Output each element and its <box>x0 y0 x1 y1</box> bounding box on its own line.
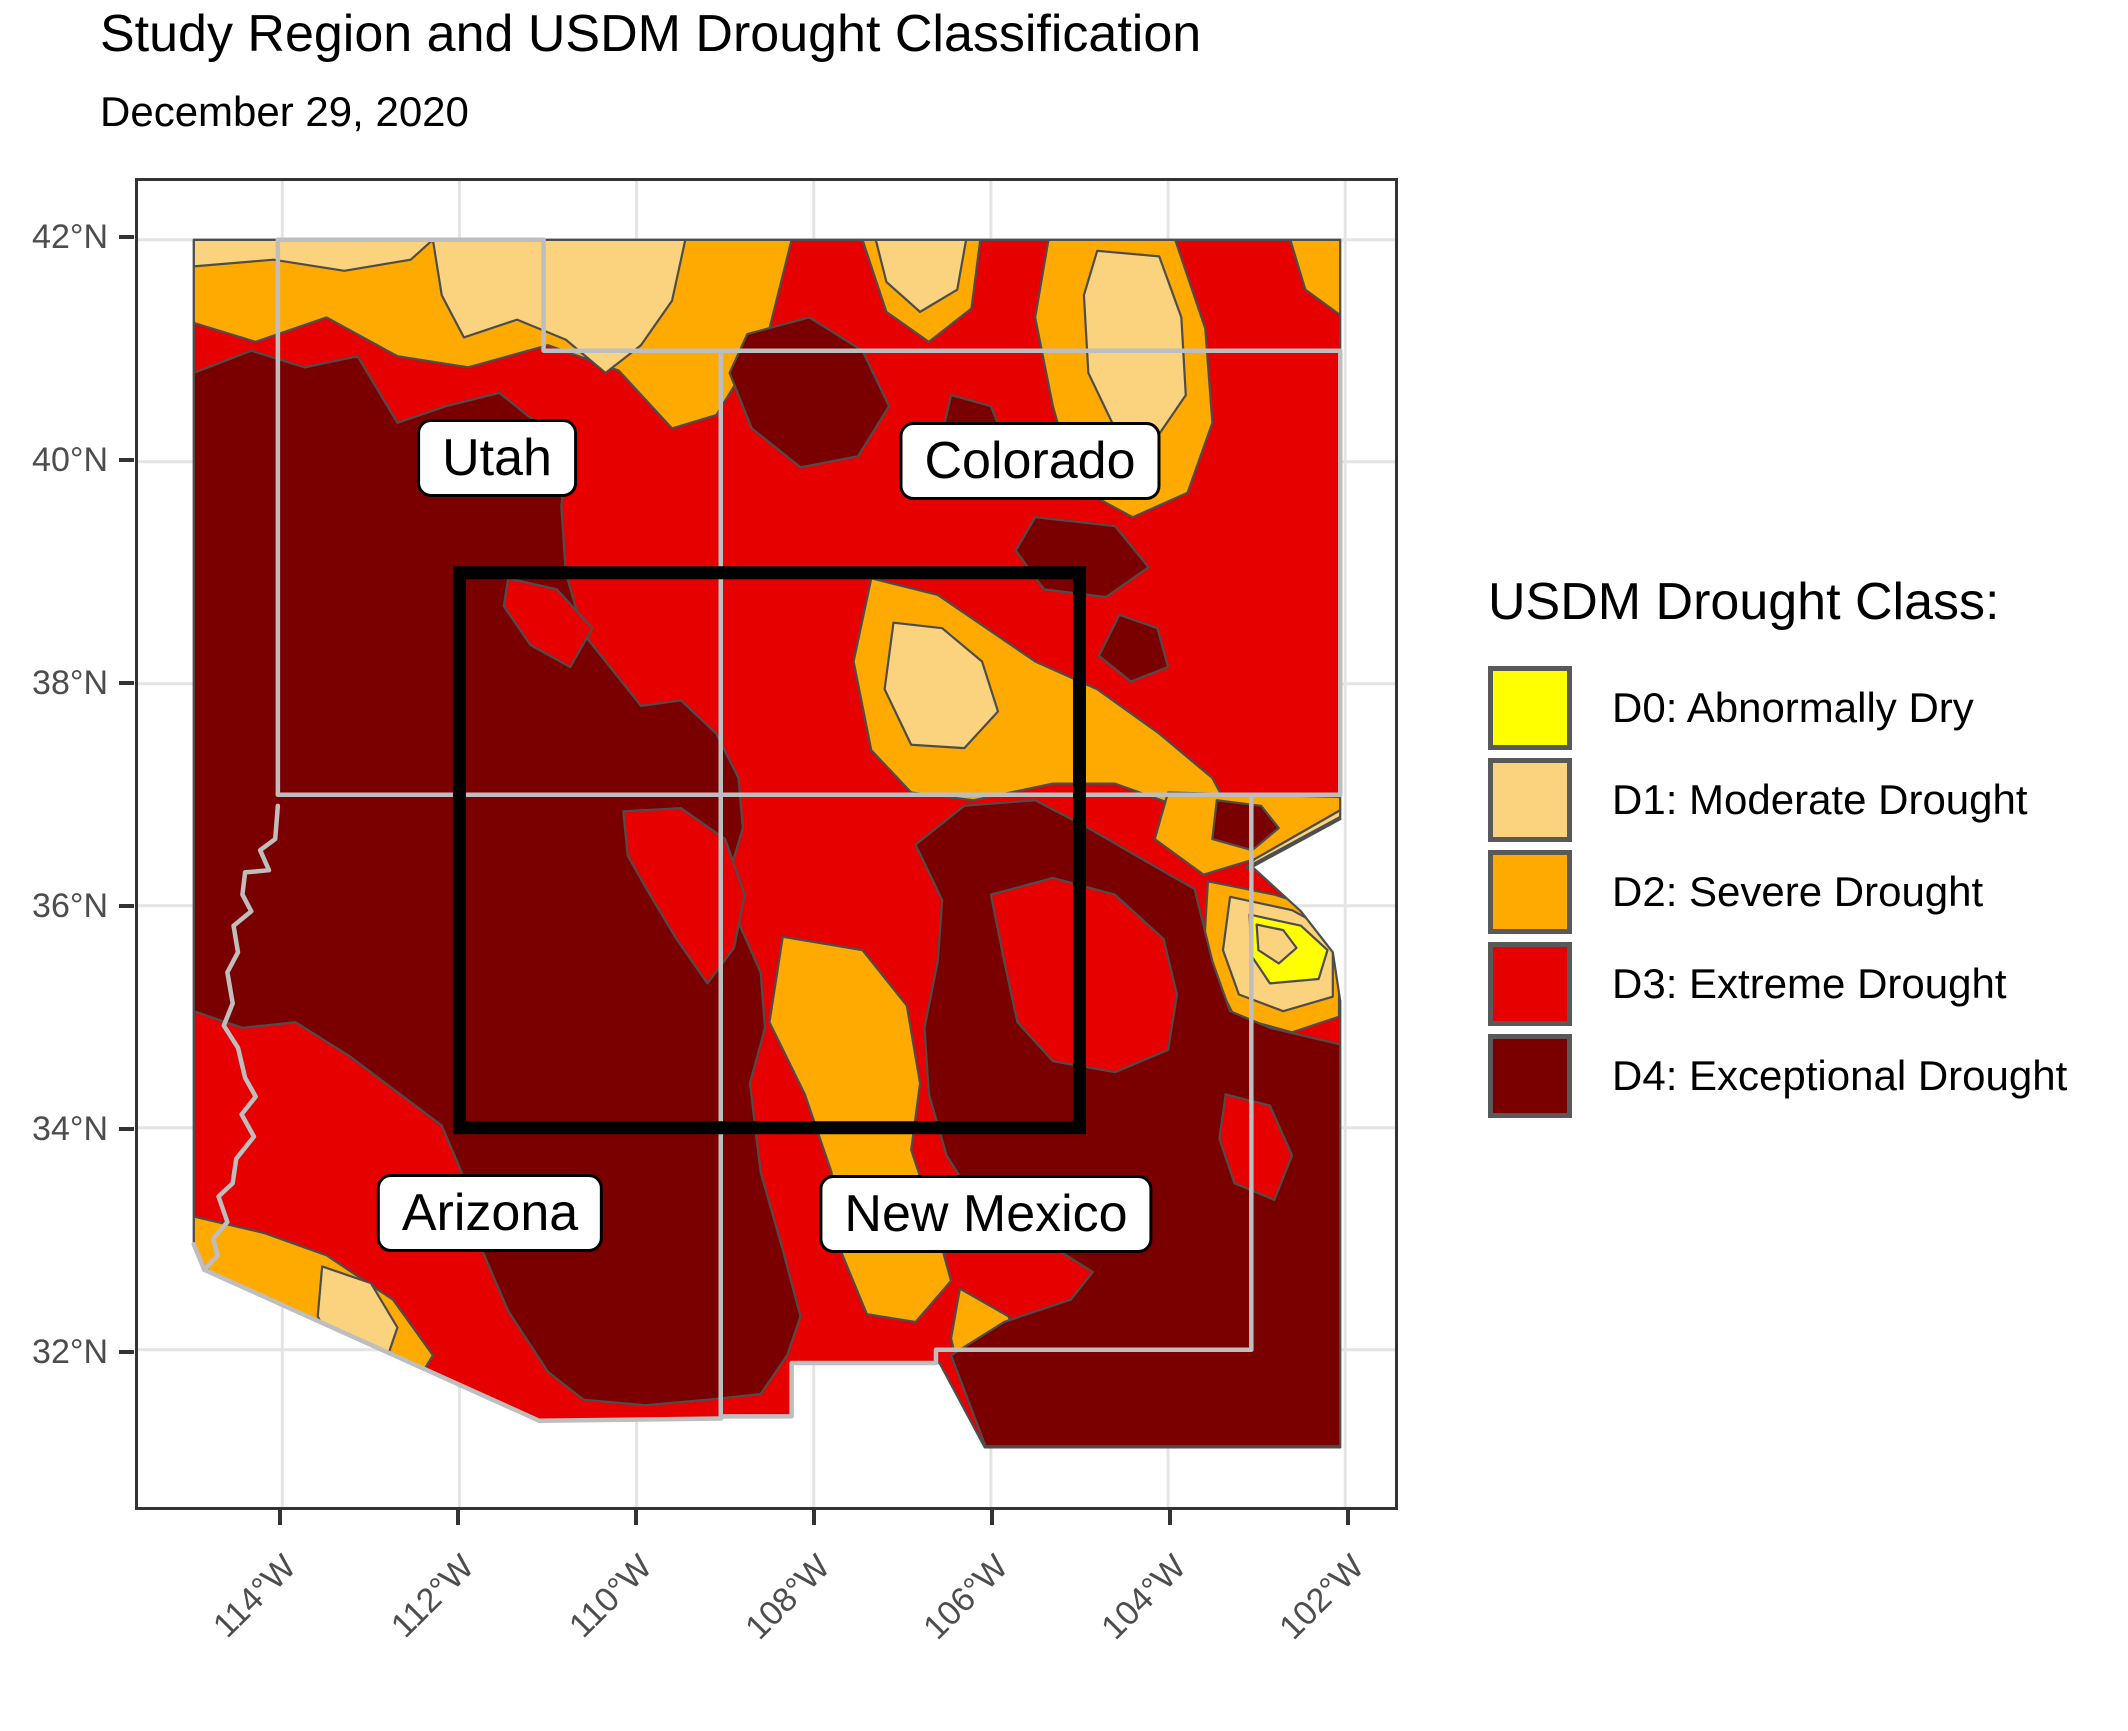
legend-title: USDM Drought Class: <box>1488 573 2000 631</box>
state-border <box>194 1244 721 1420</box>
y-tick-label: 32°N <box>32 1333 108 1371</box>
y-tick-mark <box>119 1350 134 1354</box>
study-region-box <box>459 573 1079 1128</box>
drought-map <box>138 181 1395 1507</box>
state-label-arizona: Arizona <box>376 1174 604 1252</box>
legend-row-d4: D4: Exceptional Drought <box>1488 1034 2067 1118</box>
state-label-utah: Utah <box>417 419 577 497</box>
figure-root: { "title": "Study Region and USDM Drough… <box>32 5 2068 1647</box>
state-border <box>278 240 1340 351</box>
y-tick-mark <box>119 1127 134 1131</box>
legend-label-d0: D0: Abnormally Dry <box>1612 684 1974 731</box>
state-border <box>721 1350 1252 1417</box>
x-tick-mark <box>990 1510 994 1525</box>
x-tick-label: 102°W <box>1272 1547 1372 1647</box>
legend-swatch-d3 <box>1488 942 1572 1026</box>
y-tick-mark <box>119 458 134 462</box>
legend-label-d4: D4: Exceptional Drought <box>1612 1052 2068 1099</box>
x-tick-label: 106°W <box>916 1547 1016 1647</box>
drought-region-d1-san-luis <box>885 623 998 748</box>
drought-region-d4-co-blob-2 <box>1099 615 1168 682</box>
x-tick-mark <box>812 1510 816 1525</box>
drought-region-d1-inner-lobe <box>1257 925 1297 964</box>
legend: USDM Drought Class: D0: Abnormally Dry D… <box>1488 572 2067 1126</box>
map-panel <box>135 178 1398 1510</box>
legend-swatch-d2 <box>1488 850 1572 934</box>
x-tick-mark <box>1168 1510 1172 1525</box>
x-tick-label: 114°W <box>205 1547 304 1646</box>
drought-region-d1-top-mid <box>876 239 966 312</box>
legend-row-d3: D3: Extreme Drought <box>1488 942 2067 1026</box>
x-tick-mark <box>278 1510 282 1525</box>
x-tick-label: 104°W <box>1094 1547 1194 1647</box>
y-tick-mark <box>119 904 134 908</box>
y-tick-label: 40°N <box>32 441 108 479</box>
y-tick-label: 42°N <box>32 218 108 256</box>
legend-label-d3: D3: Extreme Drought <box>1612 960 2007 1007</box>
drought-region-d4-north-blob <box>730 317 889 467</box>
drought-region-d4-ok-corner <box>1212 800 1278 850</box>
x-tick-label: 108°W <box>738 1547 838 1647</box>
drought-region-d3-east-oval <box>1219 1094 1292 1199</box>
legend-swatch-d4 <box>1488 1034 1572 1118</box>
x-tick-label: 112°W <box>383 1547 482 1646</box>
figure-subtitle: December 29, 2020 <box>100 88 469 135</box>
y-tick-label: 34°N <box>32 1110 108 1148</box>
x-tick-label: 110°W <box>561 1547 660 1646</box>
x-tick-mark <box>456 1510 460 1525</box>
drought-region-d1-top-west-strip <box>193 239 433 271</box>
drought-region-d3-ut-streak <box>504 578 593 667</box>
y-tick-label: 38°N <box>32 664 108 702</box>
legend-row-d1: D1: Moderate Drought <box>1488 758 2067 842</box>
x-tick-mark <box>1346 1510 1350 1525</box>
y-tick-mark <box>119 235 134 239</box>
legend-label-d2: D2: Severe Drought <box>1612 868 1984 915</box>
y-tick-mark <box>119 681 134 685</box>
legend-label-d1: D1: Moderate Drought <box>1612 776 2028 823</box>
legend-swatch-d0 <box>1488 666 1572 750</box>
state-border <box>204 806 278 1270</box>
y-tick-label: 36°N <box>32 887 108 925</box>
legend-row-d2: D2: Severe Drought <box>1488 850 2067 934</box>
state-label-colorado: Colorado <box>899 422 1161 500</box>
figure-title: Study Region and USDM Drought Classifica… <box>100 5 1202 63</box>
state-label-new-mexico: New Mexico <box>819 1175 1153 1253</box>
x-tick-mark <box>634 1510 638 1525</box>
legend-row-d0: D0: Abnormally Dry <box>1488 666 2067 750</box>
drought-region-d1-top-center <box>433 239 685 373</box>
legend-swatch-d1 <box>1488 758 1572 842</box>
